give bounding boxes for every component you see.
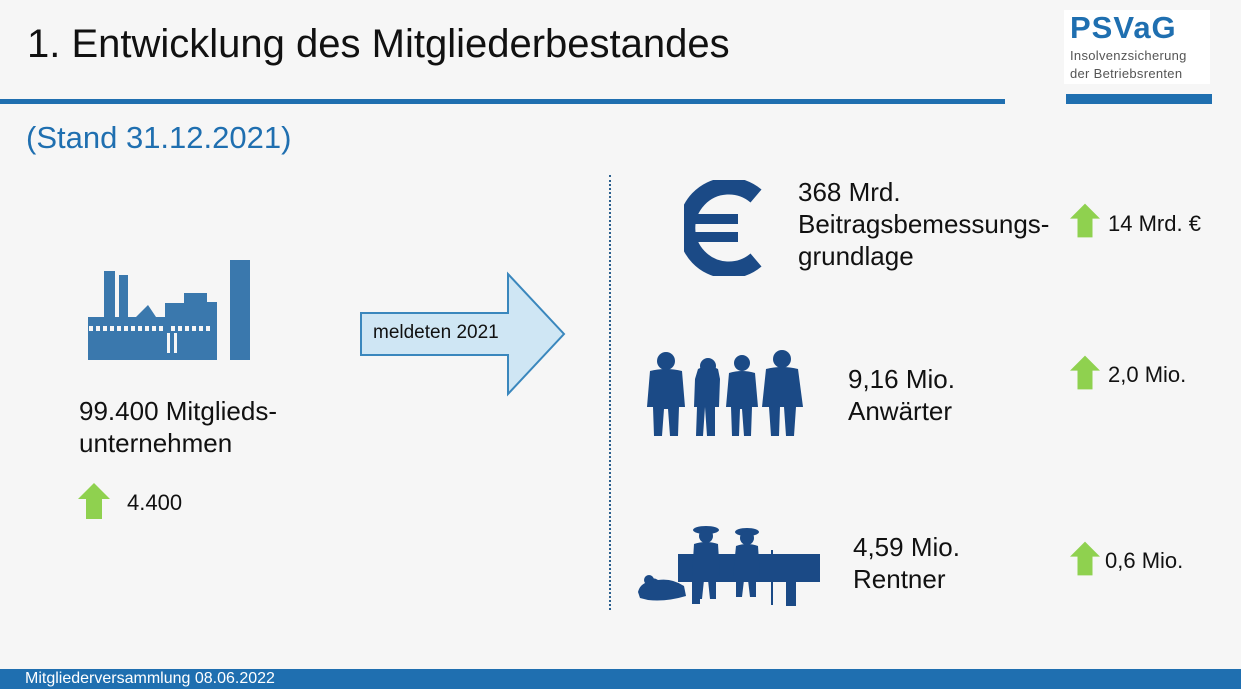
members-label: unternehmen xyxy=(79,428,233,458)
factory-icon xyxy=(88,260,250,360)
title-underline xyxy=(0,99,1005,104)
stat-candidates-change: 2,0 Mio. xyxy=(1108,362,1187,387)
footer-bar xyxy=(0,669,1241,689)
bench-pensioners-icon xyxy=(638,526,820,606)
stat-pensioners-change: 0,6 Mio. xyxy=(1105,548,1184,573)
vertical-divider xyxy=(609,175,611,610)
logo-name: PSVaG xyxy=(1070,10,1177,45)
arrow-label: meldeten 2021 xyxy=(373,322,499,343)
up-arrow-icon xyxy=(1070,203,1100,238)
up-arrow-icon xyxy=(1070,355,1100,390)
members-count: 99.400 Mitglieds- xyxy=(79,396,277,426)
page-subtitle: (Stand 31.12.2021) xyxy=(26,120,292,155)
right-arrow-shape xyxy=(360,271,566,397)
footer-text: Mitgliederversammlung 08.06.2022 xyxy=(25,670,275,687)
members-change: 4.400 xyxy=(127,490,183,515)
stat-pensioners-label: Rentner xyxy=(853,564,946,594)
stat-contribution-label-2: grundlage xyxy=(798,241,914,271)
up-arrow-icon xyxy=(78,483,110,519)
stat-contribution-value: 368 Mrd. xyxy=(798,177,901,207)
logo-tagline-1: Insolvenzsicherung xyxy=(1070,48,1187,63)
people-group-icon xyxy=(647,350,803,436)
stat-pensioners-value: 4,59 Mio. xyxy=(853,532,960,562)
psvag-logo: PSVaG Insolvenzsicherung der Betriebsren… xyxy=(1064,10,1210,84)
stat-candidates-value: 9,16 Mio. xyxy=(848,364,955,394)
logo-tagline-2: der Betriebsrenten xyxy=(1070,66,1183,81)
logo-bar xyxy=(1066,94,1212,104)
stat-contribution-change: 14 Mrd. € xyxy=(1108,211,1201,236)
euro-icon xyxy=(684,180,762,276)
up-arrow-icon xyxy=(1070,541,1100,576)
stat-contribution-label-1: Beitragsbemessungs- xyxy=(798,209,1050,239)
stat-candidates-label: Anwärter xyxy=(848,396,953,426)
page-title: 1. Entwicklung des Mitgliederbestandes xyxy=(27,22,730,66)
